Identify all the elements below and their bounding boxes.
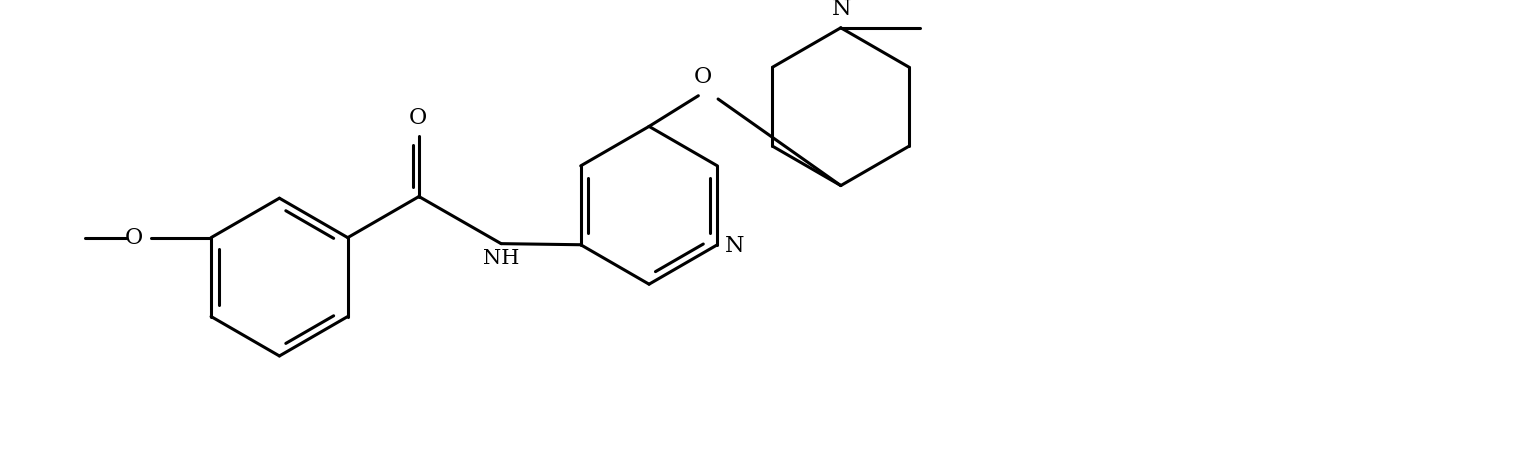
Text: O: O xyxy=(124,227,143,248)
Text: N: N xyxy=(831,0,851,20)
Text: O: O xyxy=(408,107,426,129)
Text: NH: NH xyxy=(483,249,520,268)
Text: N: N xyxy=(726,235,744,257)
Text: O: O xyxy=(693,66,712,88)
